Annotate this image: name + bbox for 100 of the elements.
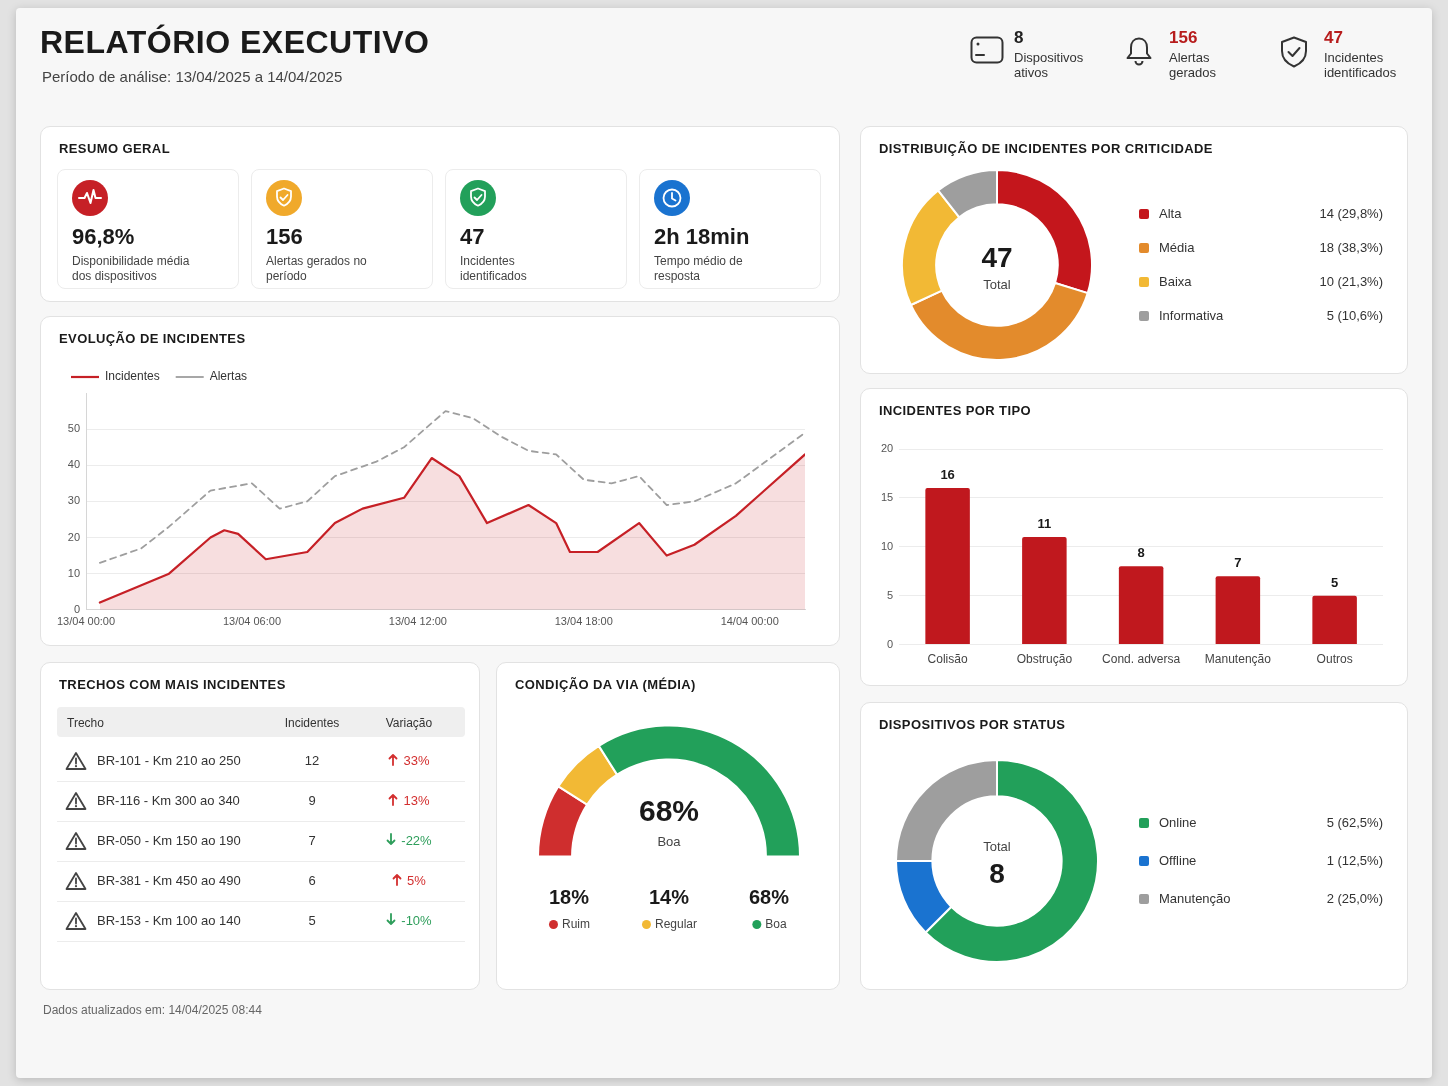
category-label: Alertas gerados no período — [266, 254, 368, 284]
data-label: 14% — [648, 886, 690, 909]
data-label: 5 — [308, 913, 316, 928]
y-tick-label: 20 — [880, 442, 894, 455]
data-label: 156 — [1169, 28, 1198, 48]
data-label: 10 (21,3%) — [1319, 273, 1383, 289]
x-tick-label: Manutenção — [1204, 652, 1272, 667]
text: TRECHOS COM MAIS INCIDENTES — [59, 677, 286, 692]
data-label: 6 — [308, 873, 316, 888]
data-label: 9 — [308, 793, 316, 808]
text: RELATÓRIO EXECUTIVO — [40, 24, 430, 61]
x-tick-label: 13/04 18:00 — [554, 615, 613, 628]
data-label: 47 — [1324, 28, 1343, 48]
y-tick-label: 15 — [880, 490, 894, 503]
data-label: 5% — [407, 873, 426, 888]
text: 2h 18min — [654, 224, 750, 249]
text: 47 — [981, 241, 1013, 273]
x-tick-label: 13/04 00:00 — [56, 615, 116, 628]
category-label: Incidentes identificados — [1324, 50, 1398, 80]
data-label: 7 — [308, 833, 316, 848]
data-label: 7 — [1234, 555, 1242, 571]
text: 8 — [989, 857, 1005, 889]
bar — [1022, 537, 1067, 645]
data-label: 33% — [403, 753, 430, 768]
category-label: Dispositivos ativos — [1014, 50, 1085, 80]
x-tick-label: 13/04 06:00 — [222, 615, 282, 628]
y-tick-label: 10 — [880, 539, 894, 552]
data-label: -10% — [401, 913, 432, 928]
data-label: 5 (10,6%) — [1326, 307, 1383, 323]
bar — [925, 488, 970, 645]
legend-label: Alertas — [209, 369, 248, 384]
legend-label: Baixa — [1159, 273, 1193, 289]
y-tick-label: 0 — [73, 602, 81, 615]
text: 68% — [748, 886, 790, 909]
data-label: 12 — [304, 753, 320, 768]
data-label: 1 (12,5%) — [1326, 852, 1383, 868]
bar — [1312, 595, 1357, 645]
data-label: 5 — [1331, 574, 1339, 590]
chart-title: EVOLUÇÃO DE INCIDENTES — [59, 331, 246, 346]
legend-label: Média — [1159, 239, 1196, 255]
text: Total — [983, 838, 1011, 854]
y-tick-label: 0 — [887, 637, 894, 650]
legend-label: Regular — [654, 916, 698, 931]
data-label: 8 — [1014, 28, 1024, 48]
category-label: Incidentes identificados — [460, 254, 528, 284]
y-tick-label: 50 — [67, 422, 81, 435]
chart-title: CONDIÇÃO DA VIA (MÉDIA) — [515, 677, 696, 692]
x-tick-label: 14/04 00:00 — [720, 615, 779, 628]
text: 47 — [460, 224, 485, 249]
series-label: Incidentes — [283, 716, 341, 730]
text: Dados atualizados em: 14/04/2025 08:44 — [43, 1003, 262, 1017]
category-label: Tempo médio de resposta — [654, 254, 744, 284]
text: 156 — [266, 224, 303, 249]
data-label: 16 — [940, 467, 955, 483]
data-label: 5 (62,5%) — [1326, 814, 1383, 830]
legend-label: Manutenção — [1159, 890, 1231, 906]
legend-label: Ruim — [562, 916, 591, 931]
text: RESUMO GERAL — [59, 141, 170, 156]
data-label: 68% — [638, 793, 700, 827]
legend-label: Offline — [1159, 852, 1197, 868]
category-label: BR-153 - Km 100 ao 140 — [97, 913, 241, 928]
text: Variação — [384, 716, 434, 730]
x-tick-label: 13/04 12:00 — [388, 615, 447, 628]
category-label: BR-050 - Km 150 ao 190 — [97, 833, 241, 848]
y-tick-label: 20 — [67, 530, 81, 543]
chart-title: DISPOSITIVOS POR STATUS — [879, 717, 1066, 732]
legend-label: Alta — [1159, 205, 1183, 221]
data-label: -22% — [401, 833, 432, 848]
x-tick-label: Obstrução — [1016, 652, 1073, 667]
data-label: 14 (29,8%) — [1319, 205, 1383, 221]
legend-label: Incidentes — [105, 369, 160, 384]
text: Total — [983, 276, 1011, 292]
category-label: Disponibilidade média dos dispositivos — [72, 254, 191, 284]
data-label: 2 (25,0%) — [1326, 890, 1383, 906]
y-tick-label: 5 — [887, 588, 894, 601]
data-label: 8 — [1137, 545, 1145, 561]
chart-title: INCIDENTES POR TIPO — [879, 403, 1032, 418]
category-label: BR-381 - Km 450 ao 490 — [97, 873, 241, 888]
legend-label: Boa — [765, 916, 787, 931]
category-label: Alertas gerados — [1169, 50, 1217, 80]
data-label: 18 (38,3%) — [1319, 239, 1383, 255]
text: 96,8% — [72, 224, 135, 249]
x-tick-label: Colisão — [927, 652, 968, 667]
x-tick-label: Outros — [1316, 652, 1353, 667]
text: Período de análise: 13/04/2025 a 14/04/2025 — [42, 68, 343, 85]
y-tick-label: 40 — [67, 458, 81, 471]
data-label: 13% — [403, 793, 430, 808]
category-label: BR-116 - Km 300 ao 340 — [97, 793, 240, 808]
text: Trecho — [67, 716, 104, 730]
data-label: 11 — [1037, 516, 1052, 532]
legend-label: Informativa — [1159, 307, 1225, 323]
slice-label: Boa — [657, 834, 682, 850]
bar — [1215, 576, 1261, 645]
legend-label: Online — [1159, 814, 1197, 830]
chart-title: DISTRIBUIÇÃO DE INCIDENTES POR CRITICIDADE — [879, 141, 1213, 156]
bar — [1118, 566, 1164, 645]
category-label: BR-101 - Km 210 ao 250 — [97, 753, 241, 768]
y-tick-label: 10 — [67, 566, 81, 579]
data-label: 18% — [548, 886, 590, 909]
y-tick-label: 30 — [67, 494, 81, 507]
